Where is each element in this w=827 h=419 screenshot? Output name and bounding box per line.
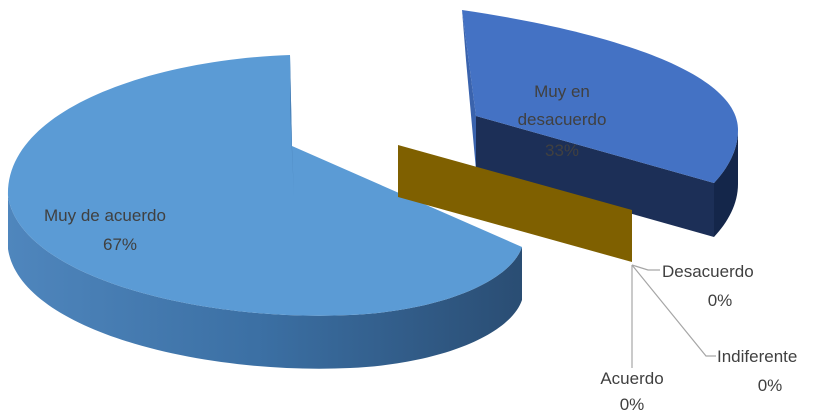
leader-lines [631, 264, 716, 368]
slice-muy-de-acuerdo-cut [290, 55, 294, 196]
leader-line-indiferente [631, 264, 716, 357]
slice-desacuerdo[interactable] [398, 145, 632, 262]
label-acuerdo-percent: 0% [620, 395, 645, 414]
label-muy-en-desacuerdo-name-1: Muy en [534, 82, 590, 101]
slice-muy-en-desacuerdo-top [462, 10, 738, 183]
slice-muy-de-acuerdo[interactable] [7, 55, 523, 369]
slice-desacuerdo-face [398, 145, 632, 262]
label-acuerdo-name: Acuerdo [600, 369, 663, 388]
label-muy-en-desacuerdo-percent: 33% [545, 141, 579, 160]
leader-line-desacuerdo [631, 264, 660, 271]
label-indiferente-name: Indiferente [717, 347, 797, 366]
label-muy-de-acuerdo-percent: 67% [103, 235, 137, 254]
label-desacuerdo-name: Desacuerdo [662, 262, 754, 281]
label-muy-de-acuerdo-name: Muy de acuerdo [44, 206, 166, 225]
slice-muy-en-desacuerdo-side-left [476, 116, 714, 237]
slice-muy-de-acuerdo-top [7, 55, 523, 316]
slice-labels: Muy de acuerdo 67% Muy en desacuerdo 33%… [44, 82, 797, 414]
slice-muy-de-acuerdo-side [8, 196, 522, 369]
slice-muy-en-desacuerdo-inner [462, 10, 476, 170]
label-desacuerdo-percent: 0% [708, 291, 733, 310]
label-muy-en-desacuerdo-name-2: desacuerdo [518, 110, 607, 129]
label-indiferente-percent: 0% [758, 376, 783, 395]
slice-muy-en-desacuerdo[interactable] [462, 10, 738, 237]
slice-muy-en-desacuerdo-side-right [714, 130, 738, 237]
